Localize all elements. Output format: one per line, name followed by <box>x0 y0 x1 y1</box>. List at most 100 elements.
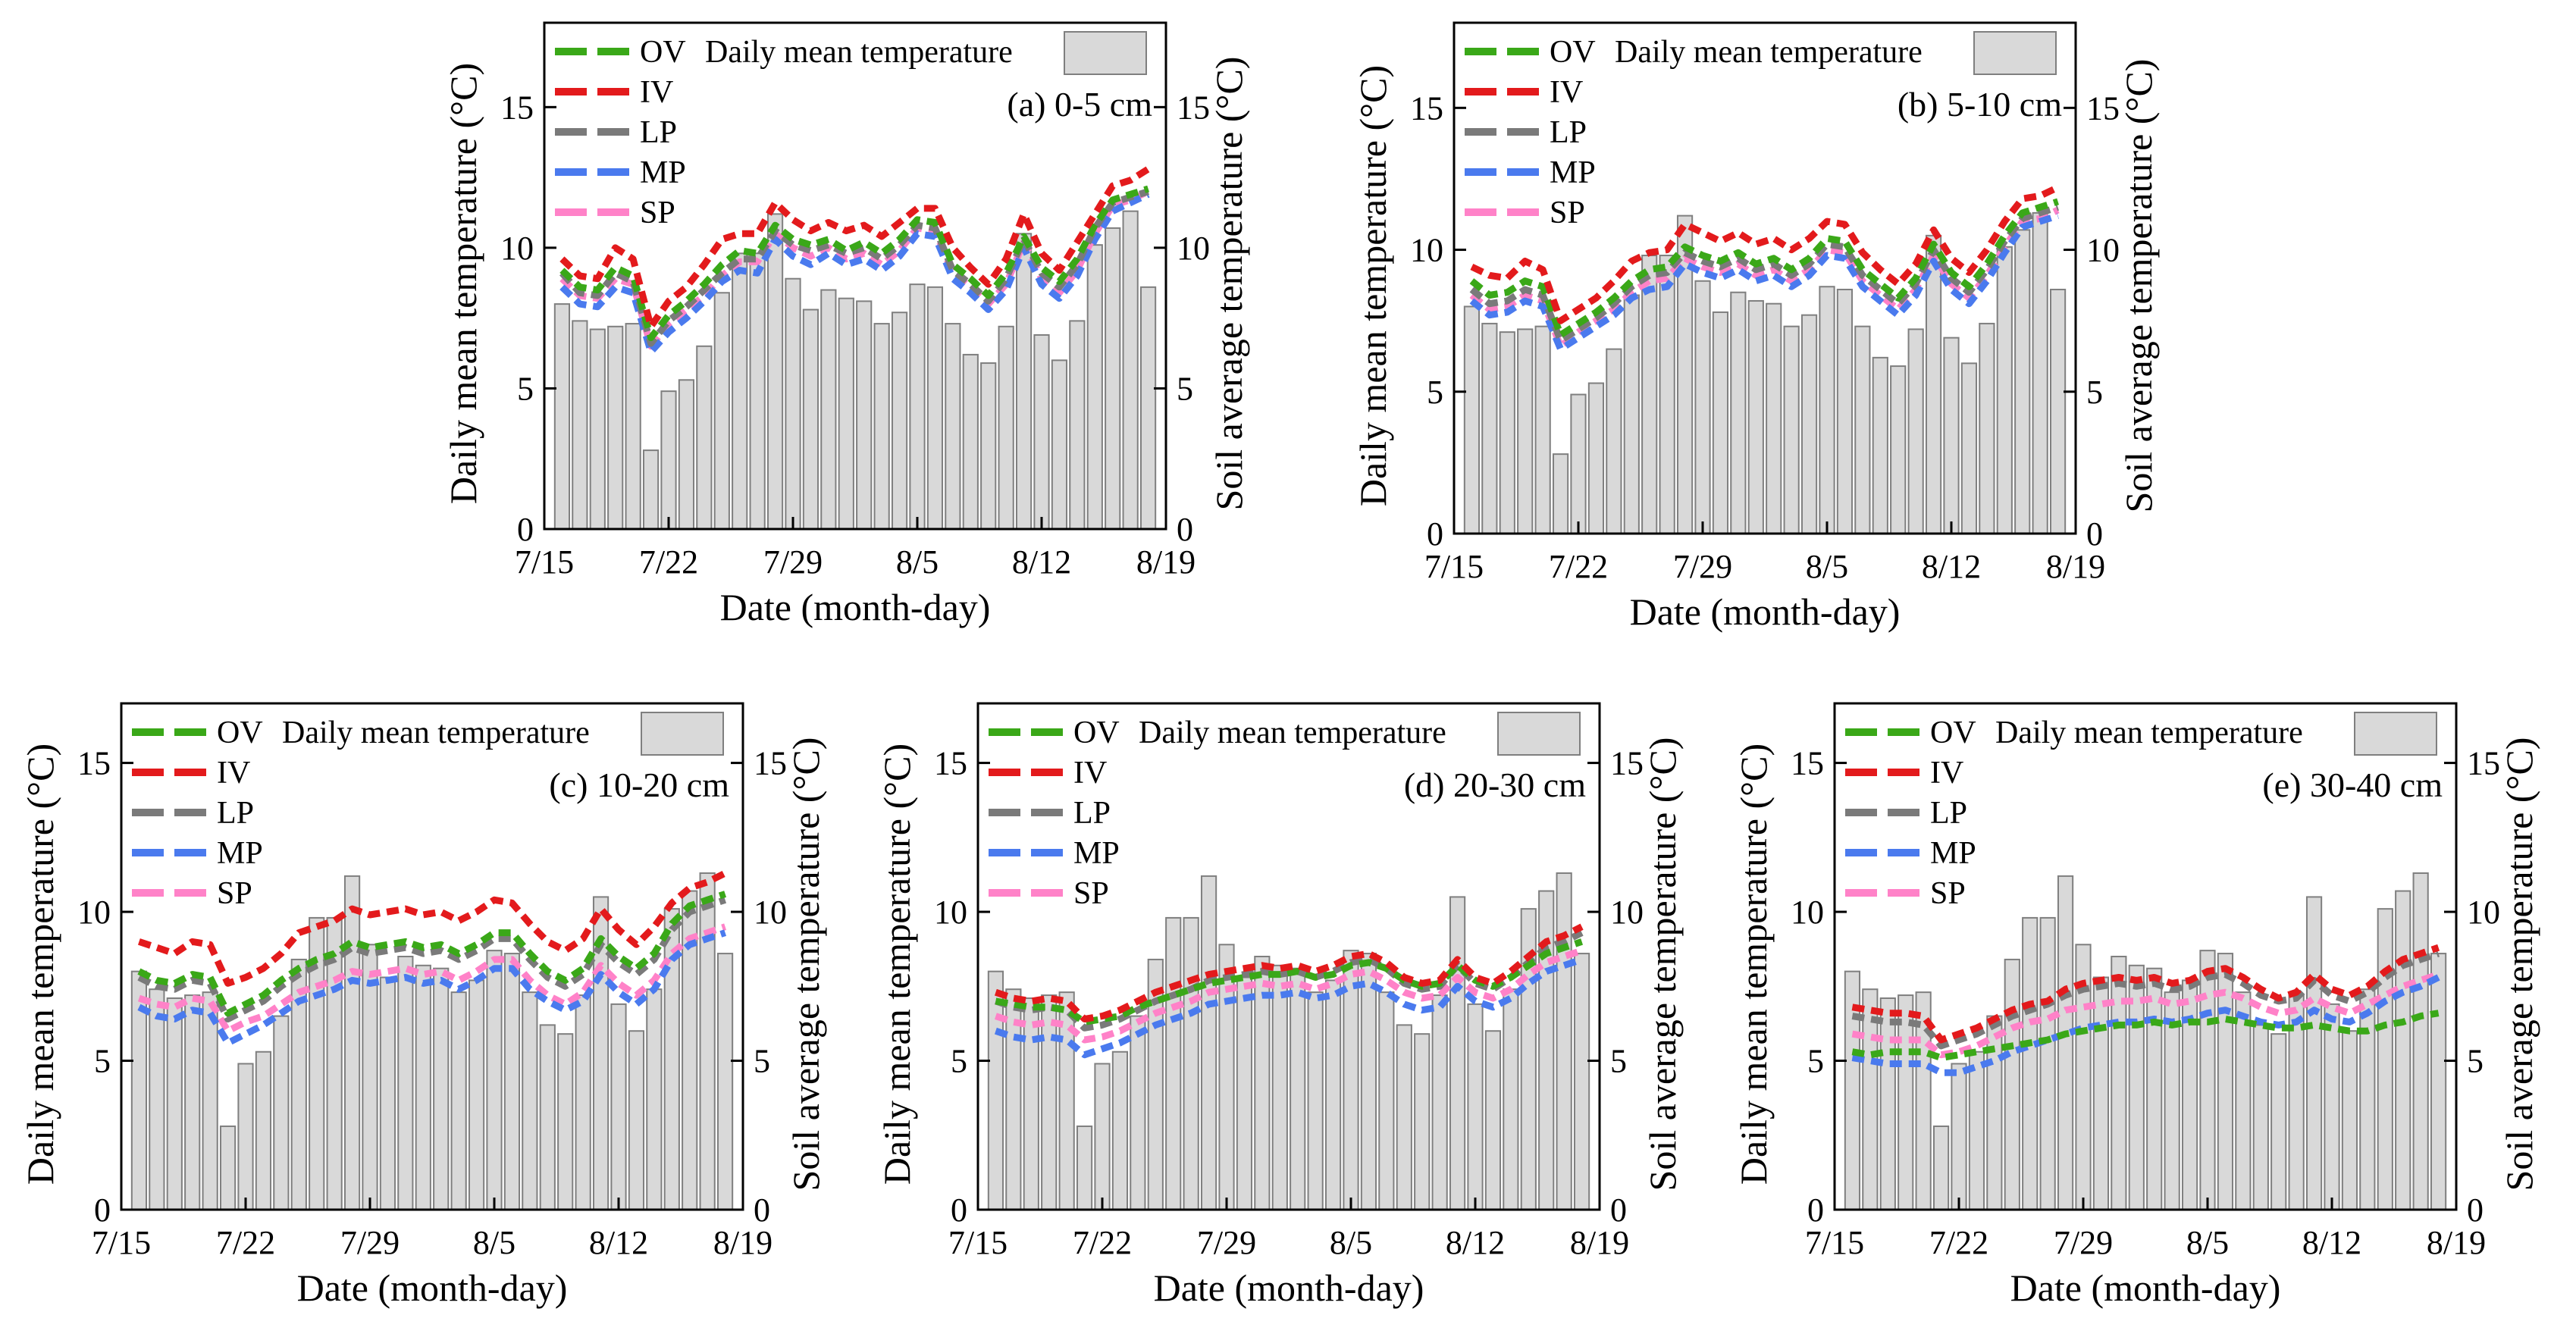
series-line-iv <box>137 869 727 987</box>
legend-label-mp: MP <box>217 836 263 871</box>
y-tick-label: 15 <box>934 745 967 782</box>
x-tick-label: 7/15 <box>515 543 574 581</box>
panel-d-y-ticks: 0 5 10 15 <box>934 745 967 1229</box>
daily-mean-bar <box>802 308 819 530</box>
legend-label-lp: LP <box>1550 115 1587 150</box>
daily-mean-bar <box>1307 991 1324 1210</box>
y2-tick-label: 10 <box>754 894 787 931</box>
daily-mean-bar <box>2014 229 2031 534</box>
legend-label-lp: LP <box>640 115 677 150</box>
legend-label-sp: SP <box>1073 876 1109 911</box>
panel-a: 0 5 10 15 0 5 10 15 7/15 7/22 7/29 8/5 8… <box>442 21 1250 628</box>
daily-mean-bar <box>1378 991 1395 1210</box>
y-tick-label: 15 <box>77 745 111 782</box>
daily-mean-bar <box>1587 382 1605 534</box>
daily-mean-bar <box>1076 1125 1093 1210</box>
y-tick-label: 0 <box>1427 515 1443 553</box>
y-axis-label: Daily mean temperature (°C) <box>19 744 61 1185</box>
daily-mean-bar <box>1890 365 1907 535</box>
daily-mean-bar <box>628 1030 645 1211</box>
daily-mean-bar <box>397 956 414 1210</box>
legend-label-bar: Daily mean temperature <box>1615 35 1923 70</box>
daily-mean-bar <box>1783 325 1800 534</box>
legend-label-iv: IV <box>640 75 673 110</box>
daily-mean-bar <box>1094 1063 1111 1211</box>
daily-mean-bar <box>433 967 450 1210</box>
daily-mean-bar <box>2111 956 2127 1210</box>
plot-frame <box>120 702 744 1211</box>
legend: OV IV LP MP SP Daily mean temperature <box>132 712 724 911</box>
daily-mean-bar <box>166 997 183 1210</box>
series-line-ov <box>559 185 1149 342</box>
daily-mean-bar <box>1360 953 1377 1210</box>
panel-c-x-ticks: 7/15 7/22 7/29 8/5 8/12 8/19 <box>92 1224 772 1261</box>
daily-mean-bar <box>1879 997 1896 1210</box>
y2-tick-label: 5 <box>1610 1043 1627 1080</box>
panel-c-lines <box>137 869 727 1047</box>
daily-mean-bar <box>696 345 713 530</box>
daily-mean-bar <box>732 252 748 530</box>
daily-mean-bar <box>909 283 926 530</box>
x-tick-label: 7/15 <box>948 1224 1008 1261</box>
daily-mean-bar <box>962 353 979 530</box>
panel-a-y2-ticks: 0 5 10 15 <box>1177 89 1210 548</box>
panel-a-axes <box>543 21 1167 531</box>
panel-c-y2-ticks: 0 5 10 15 <box>754 745 787 1229</box>
daily-mean-bar <box>1130 1015 1146 1211</box>
daily-mean-bar <box>1414 1033 1431 1210</box>
series-line-lp <box>1469 204 2059 344</box>
daily-mean-bar <box>2039 916 2056 1210</box>
daily-mean-bar <box>699 872 716 1210</box>
series-line-mp <box>137 929 727 1047</box>
daily-mean-bar <box>1623 294 1640 534</box>
x-axis-label: Date (month-day) <box>1630 590 1901 633</box>
panel-b-bars <box>1463 211 2067 535</box>
panel-d-x-ticks: 7/15 7/22 7/29 8/5 8/12 8/19 <box>948 1224 1629 1261</box>
daily-mean-bar <box>1086 244 1103 530</box>
daily-mean-bar <box>1932 1125 1950 1210</box>
daily-mean-bar <box>625 323 641 530</box>
daily-mean-bar <box>1069 320 1086 530</box>
legend-label-ov: OV <box>1073 715 1120 750</box>
daily-mean-bar <box>1463 305 1481 534</box>
series-line-mp <box>1851 974 2440 1076</box>
y-tick-label: 10 <box>1791 894 1824 931</box>
legend-label-sp: SP <box>1930 876 1966 911</box>
x-tick-label: 7/15 <box>1424 548 1484 585</box>
y2-tick-label: 10 <box>2467 894 2500 931</box>
daily-mean-bar <box>553 303 571 530</box>
daily-mean-bar <box>2359 988 2376 1210</box>
daily-mean-bar <box>945 323 961 530</box>
daily-mean-bar <box>522 991 538 1210</box>
series-line-mp <box>559 191 1150 355</box>
panel-e-lines <box>1851 944 2440 1076</box>
x-tick-label: 7/29 <box>340 1224 400 1261</box>
panel-d-y2-ticks: 0 5 10 15 <box>1610 745 1644 1229</box>
y-tick-label: 10 <box>500 230 534 267</box>
daily-mean-bar <box>1968 1050 1985 1211</box>
panel-e-axes <box>1833 702 2458 1211</box>
daily-mean-bar <box>1606 348 1622 534</box>
daily-mean-bar <box>149 988 165 1210</box>
legend-swatch-bar <box>2354 712 2437 756</box>
x-tick-label: 7/22 <box>639 543 698 581</box>
series-line-ov <box>1469 198 2059 339</box>
daily-mean-bar <box>987 970 1004 1211</box>
daily-mean-bar <box>2032 211 2048 534</box>
daily-mean-bar <box>1396 1024 1412 1210</box>
daily-mean-bar <box>2146 967 2163 1210</box>
panel-d: 0 5 10 15 0 5 10 15 7/15 7/22 7/29 8/5 8… <box>876 702 1684 1309</box>
series-line-sp <box>1469 207 2060 350</box>
x-tick-label: 8/12 <box>2302 1224 2361 1261</box>
x-tick-label: 8/12 <box>1922 548 1981 585</box>
legend: OV IV LP MP SP Daily mean temperature <box>1465 31 2057 230</box>
daily-mean-bar <box>202 991 218 1210</box>
daily-mean-bar <box>2057 875 2074 1210</box>
x-tick-label: 8/19 <box>2427 1224 2486 1261</box>
daily-mean-bar <box>1449 896 1466 1210</box>
daily-mean-bar <box>1979 322 1995 534</box>
x-axis-label: Date (month-day) <box>297 1267 568 1309</box>
legend-label-bar: Daily mean temperature <box>1139 715 1446 750</box>
y2-tick-label: 15 <box>1177 89 1210 126</box>
daily-mean-bar <box>1872 356 1888 534</box>
